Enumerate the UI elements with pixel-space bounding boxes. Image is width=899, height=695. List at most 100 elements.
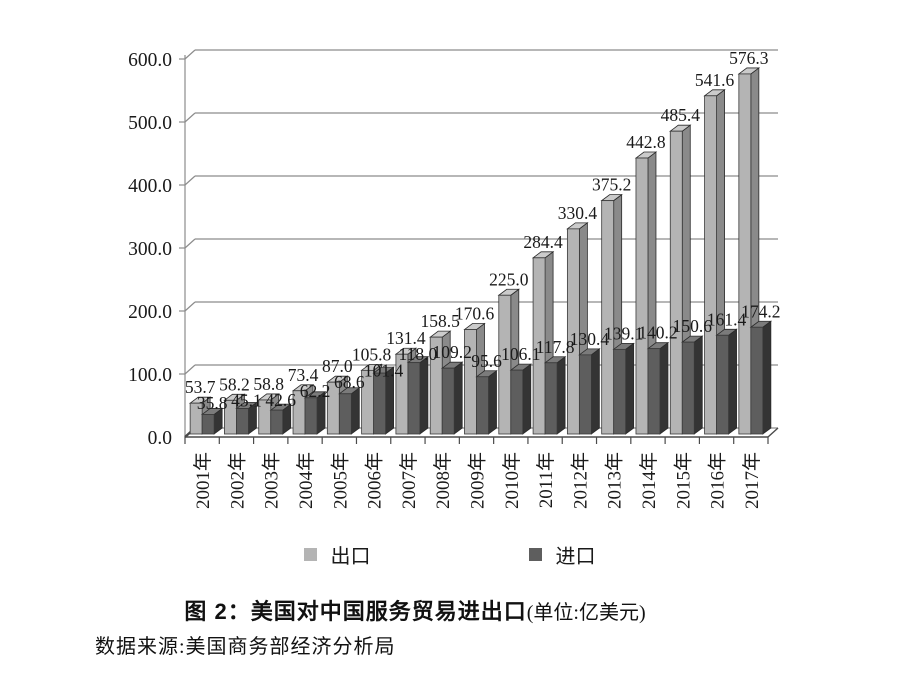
value-label-export: 131.4 <box>386 328 426 348</box>
bar-import-2011年-side <box>556 355 566 435</box>
x-axis-label: 2010年 <box>501 452 523 509</box>
bar-export-2010年-front <box>498 294 512 435</box>
bar-import-2007年-side <box>419 355 429 435</box>
value-label-export: 225.0 <box>489 269 529 289</box>
gridline-bevel <box>184 364 196 375</box>
x-axis-label: 2002年 <box>226 452 248 509</box>
bar-import-2006年-front <box>373 372 387 435</box>
x-axis-label: 2014年 <box>638 452 660 509</box>
gridline-bevel <box>184 238 196 249</box>
bar-import-2013年-side <box>625 342 635 435</box>
value-label-import: 42.6 <box>265 390 296 410</box>
value-label-import: 118.0 <box>399 344 438 364</box>
value-labels: 53.735.858.245.158.842.6 73.462.2 87.068.6… <box>185 48 781 413</box>
source-note: 数据来源:美国商务部经济分析局 <box>95 636 396 658</box>
x-axis-label: 2005年 <box>329 452 351 509</box>
bar-import-2001年-front <box>201 414 215 435</box>
value-label-import: 150.6 <box>673 316 713 336</box>
bar-import-2009年-front <box>476 376 489 435</box>
value-label-import: 101.4 <box>364 360 404 380</box>
value-label-import: 62.2 <box>300 381 331 401</box>
gridline-bevel <box>184 301 196 312</box>
value-label-export: 58.8 <box>253 374 284 394</box>
bar-export-2012年-front <box>566 228 580 435</box>
bar-import-2003年-front <box>270 409 284 435</box>
value-label-export: 87.0 <box>322 356 353 376</box>
bars <box>188 67 773 435</box>
x-axis-label: 2012年 <box>569 452 591 509</box>
legend-label-import: 进口 <box>555 546 596 568</box>
bar-import-2007年-front <box>407 362 421 435</box>
y-axis-label: 600.0 <box>128 50 172 71</box>
value-label-import: 130.4 <box>570 329 610 349</box>
value-label-import: 140.2 <box>638 323 677 343</box>
value-label-import: 139.1 <box>604 323 643 343</box>
bar-import-2011年-front <box>544 362 558 435</box>
bar-import-2012年-side <box>590 348 600 435</box>
axis-labels: 2001年 2002年 2003年 2004年 2005年 2006年 2007年 2008年… <box>128 50 763 509</box>
bar-export-2014年-front <box>635 157 649 435</box>
bar-import-2008年-front <box>441 367 455 435</box>
bar-import-2012年-front <box>578 354 592 435</box>
value-label-export: 58.2 <box>219 374 250 394</box>
chart-legend: 出口 进口 <box>0 540 899 569</box>
gridline-bevel <box>184 175 196 186</box>
x-axis-label: 2004年 <box>295 452 317 509</box>
value-label-export: 330.4 <box>558 203 598 223</box>
y-axis-label: 100.0 <box>128 365 172 386</box>
gridline-bevel <box>184 112 196 123</box>
bar-import-2015年-side <box>693 335 703 435</box>
value-label-export: 73.4 <box>288 365 319 385</box>
x-axis-label: 2015年 <box>672 452 694 509</box>
y-axis-label: 400.0 <box>128 176 172 197</box>
value-label-import: 174.2 <box>741 301 780 321</box>
bar-import-2002年-front <box>236 408 249 435</box>
legend-label-export: 出口 <box>330 546 371 568</box>
x-axis-label: 2016年 <box>707 452 729 509</box>
y-axis-label: 200.0 <box>128 302 172 323</box>
bar-import-2013年-front <box>613 348 627 435</box>
value-label-import: 68.6 <box>334 372 365 392</box>
export-series-swatch-icon <box>303 548 317 561</box>
floor-right-bevel <box>767 427 779 438</box>
y-axis-label: 300.0 <box>128 239 172 260</box>
x-axis-label: 2008年 <box>432 452 454 509</box>
figure-caption: 图 2：美国对中国服务贸易进出口(单位:亿美元) <box>0 594 830 626</box>
bar-import-2005年-side <box>350 386 360 435</box>
value-label-import: 117.8 <box>536 337 575 357</box>
bar-import-2010年-side <box>522 363 532 435</box>
bar-import-2009年-side <box>488 369 497 435</box>
caption-unit: (单位:亿美元) <box>526 602 646 624</box>
gridline-bevel <box>184 49 196 60</box>
x-axis-label: 2013年 <box>604 452 626 509</box>
bar-import-2014年-side <box>659 341 669 435</box>
bar-export-2011年-front <box>532 257 546 435</box>
bar-export-2015年-front <box>669 130 683 435</box>
bar-export-2016年-front <box>704 95 717 435</box>
bar-import-2015年-front <box>681 341 695 435</box>
bar-export-2013年-front <box>601 200 615 435</box>
value-label-import: 95.6 <box>471 351 502 371</box>
y-axis-label: 0.0 <box>148 428 172 449</box>
bar-import-2010年-front <box>510 369 524 435</box>
caption-figure-label: 图 2： <box>184 599 251 624</box>
value-label-import: 106.1 <box>501 344 540 364</box>
services-trade-bar-chart: 53.735.858.245.158.842.6 73.462.2 87.068.6… <box>128 48 781 509</box>
bar-import-2014年-front <box>647 348 661 435</box>
value-label-export: 442.8 <box>626 132 666 152</box>
value-label-export: 485.4 <box>661 105 701 125</box>
import-series-swatch-icon <box>528 548 542 561</box>
x-axis-label: 2009年 <box>467 452 489 509</box>
x-axis-label: 2003年 <box>261 452 283 509</box>
bar-import-2008年-side <box>453 361 463 435</box>
value-label-export: 53.7 <box>185 377 216 397</box>
value-label-import: 161.4 <box>707 309 747 329</box>
value-label-import: 35.8 <box>197 393 228 413</box>
legend-item-export: 出口 <box>303 540 371 569</box>
bar-import-2005年-front <box>338 393 352 435</box>
x-axis-label: 2017年 <box>741 452 763 509</box>
x-axis-label: 2011年 <box>535 452 557 508</box>
bar-import-2004年-front <box>304 397 318 435</box>
value-label-export: 105.8 <box>352 344 392 364</box>
